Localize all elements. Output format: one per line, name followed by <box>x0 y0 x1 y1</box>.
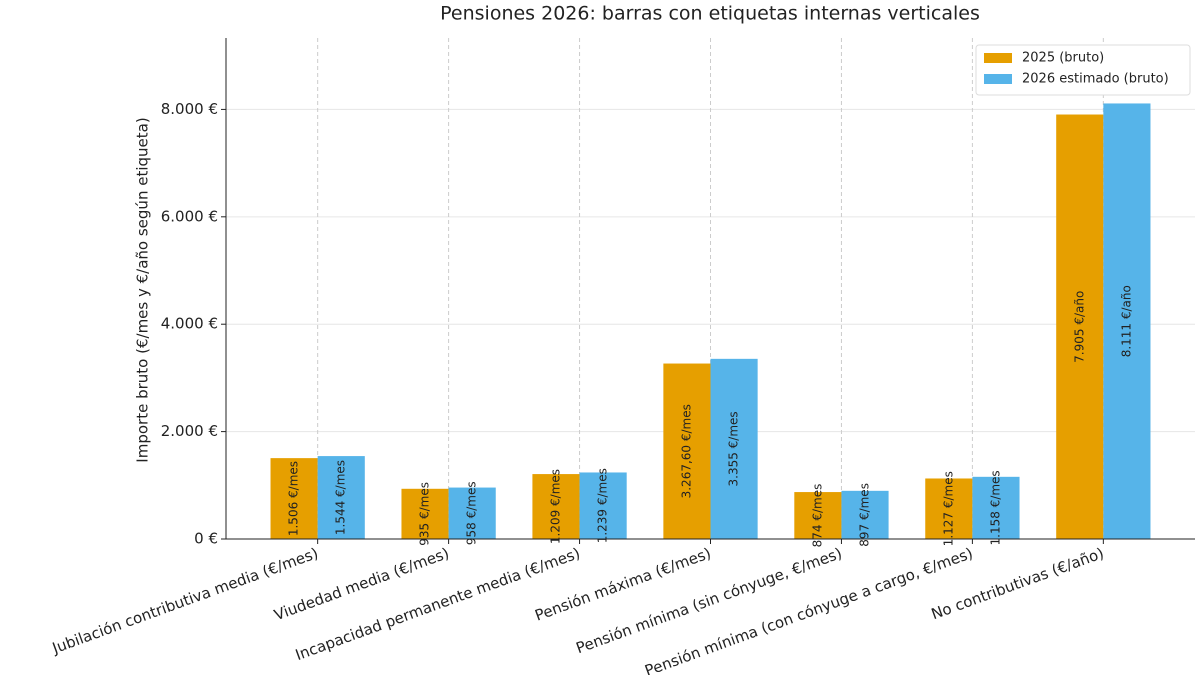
bar <box>710 358 758 539</box>
legend-label: 2025 (bruto) <box>1022 51 1104 66</box>
value-label: 1.506 €/mes <box>287 461 301 536</box>
y-tick-label: 0 € <box>194 530 218 548</box>
bar <box>794 492 842 539</box>
legend-swatch <box>984 74 1012 84</box>
value-label: 1.544 €/mes <box>334 460 348 535</box>
legend-swatch <box>984 53 1012 63</box>
value-label: 1.239 €/mes <box>596 468 610 543</box>
value-label: 874 €/mes <box>810 484 824 548</box>
value-label: 8.111 €/año <box>1119 285 1133 357</box>
value-label: 7.905 €/año <box>1072 291 1086 363</box>
y-tick-label: 8.000 € <box>161 100 218 118</box>
legend-box <box>975 44 1191 96</box>
value-label: 3.355 €/mes <box>727 411 741 486</box>
bar <box>579 472 627 539</box>
value-label: 1.127 €/mes <box>941 471 955 546</box>
value-label: 897 €/mes <box>858 483 872 547</box>
legend: 2025 (bruto) 2026 estimado (bruto) <box>975 44 1191 96</box>
value-label: 958 €/mes <box>465 481 479 545</box>
bar <box>401 488 449 539</box>
bar <box>1103 103 1151 540</box>
y-axis-label: Importe bruto (€/mes y €/año según etiqu… <box>134 117 152 462</box>
y-tick-label: 2.000 € <box>161 422 218 440</box>
bar <box>448 487 496 539</box>
legend-label: 2026 estimado (bruto) <box>1022 72 1169 87</box>
x-tick-label: Jubilación contributiva media (€/mes) <box>49 544 320 657</box>
value-label: 3.267,60 €/mes <box>679 404 693 498</box>
bar <box>925 478 973 539</box>
bar <box>972 476 1020 539</box>
value-label: 1.158 €/mes <box>988 470 1002 545</box>
bar <box>270 458 318 539</box>
value-label: 935 €/mes <box>418 482 432 546</box>
bar <box>841 490 889 539</box>
bar <box>663 363 711 539</box>
y-tick-label: 6.000 € <box>161 207 218 225</box>
bar <box>532 474 580 539</box>
chart-title: Pensiones 2026: barras con etiquetas int… <box>440 3 980 25</box>
value-label: 1.209 €/mes <box>548 469 562 544</box>
y-tick-label: 4.000 € <box>161 315 218 333</box>
bar <box>1056 114 1104 540</box>
bar <box>317 456 365 539</box>
